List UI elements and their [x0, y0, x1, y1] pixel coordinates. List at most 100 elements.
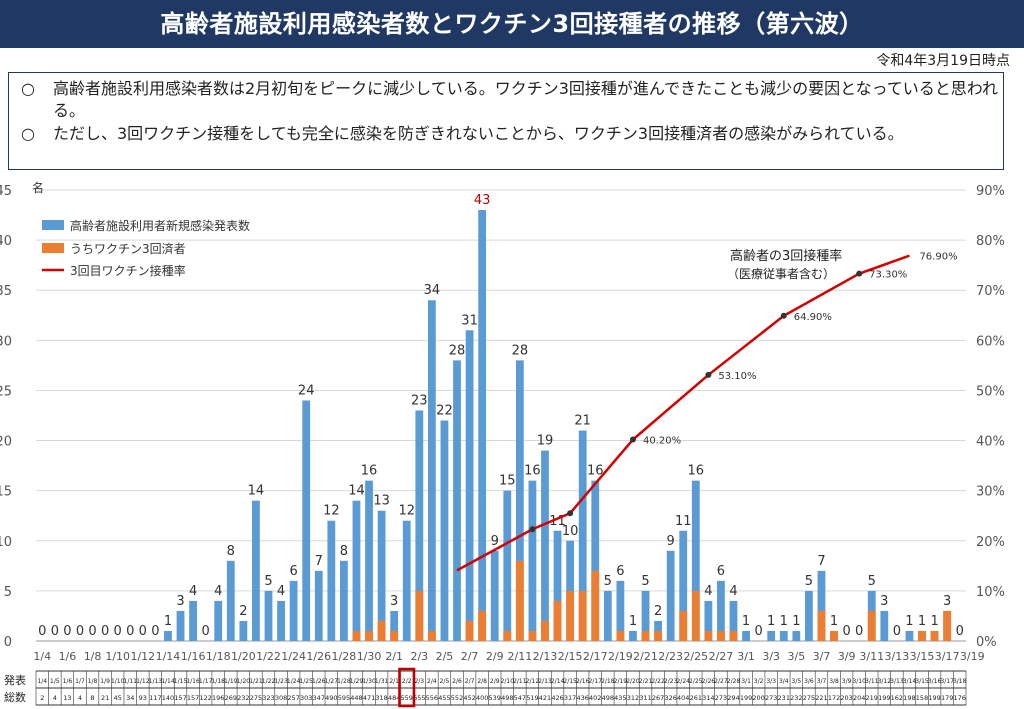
rate-line	[456, 254, 910, 572]
bar-value-label: 1	[792, 614, 800, 629]
table-date-cell: 1/31	[375, 678, 389, 685]
bar-value-label: 3	[880, 594, 888, 609]
bar-value-label: 23	[411, 393, 428, 408]
bar-vaccinated	[553, 600, 562, 641]
bar-value-label: 43	[474, 193, 491, 208]
rate-point	[856, 270, 863, 277]
table-date-cell: 2/20	[626, 678, 640, 685]
table-date-cell: 2/6	[452, 678, 462, 685]
bar-total	[440, 420, 449, 641]
table-total-cell: 267	[652, 694, 664, 702]
bar-value-label: 0	[893, 624, 901, 639]
table-total-cell: 323	[262, 694, 274, 702]
bar-total	[578, 430, 587, 641]
rate-label: 64.90%	[794, 312, 832, 323]
date-note: 令和4年3月19日時点	[876, 53, 1010, 69]
bar-total	[327, 520, 336, 641]
table-date-cell: 1/10	[111, 678, 125, 685]
bar-total	[603, 590, 612, 641]
table-total-cell: 311	[639, 694, 651, 702]
bar-value-label: 0	[88, 624, 96, 639]
bar-total	[365, 480, 373, 641]
table-date-cell: 3/12	[878, 678, 892, 685]
table-total-cell: 655	[413, 694, 425, 702]
bar-value-label: 31	[461, 313, 478, 328]
bar-value-label: 0	[76, 624, 84, 639]
y-tick-label: 45	[0, 184, 12, 199]
bar-total	[779, 630, 788, 641]
x-tick-label: 1/4	[33, 650, 51, 663]
y-tick-label: 20	[0, 435, 12, 450]
table-date-cell: 3/10	[852, 678, 866, 685]
x-tick-label: 1/14	[156, 650, 181, 663]
bar-total	[691, 480, 700, 641]
table-date-cell: 1/15	[174, 678, 188, 685]
bar-total	[729, 600, 738, 641]
table-total-cell: 34	[126, 694, 134, 702]
legend-swatch	[42, 220, 64, 230]
table-date-cell: 2/19	[614, 678, 628, 685]
table-total-cell: 162	[891, 694, 903, 702]
y-tick-label: 35	[0, 284, 12, 299]
y2-tick-label: 60%	[976, 334, 1005, 349]
y2-tick-label: 10%	[976, 585, 1005, 600]
table-total-cell: 45	[114, 694, 122, 702]
table-date-cell: 1/9	[100, 678, 110, 685]
y-tick-label: 40	[0, 234, 12, 249]
bar-vaccinated	[478, 610, 487, 641]
note-1-text: 高齢者施設利用感染者数は2月初旬をピークに減少している。ワクチン3回接種が進んで…	[53, 79, 999, 120]
bar-total	[805, 590, 813, 641]
bar-value-label: 0	[855, 624, 863, 639]
table-total-cell: 4	[78, 694, 82, 702]
rate-point	[529, 526, 536, 533]
bar-total	[189, 600, 197, 641]
bar-total	[641, 590, 650, 641]
bar-value-label: 1	[164, 614, 172, 629]
bar-value-label: 0	[956, 624, 964, 639]
bar-value-label: 1	[780, 614, 788, 629]
bar-total	[616, 580, 625, 641]
bar-value-label: 2	[239, 604, 247, 619]
x-tick-label: 3/19	[960, 650, 985, 663]
table-total-cell: 8	[90, 694, 94, 702]
bar-value-label: 0	[126, 624, 134, 639]
table-total-cell: 203	[840, 694, 852, 702]
bar-total	[880, 610, 889, 641]
bar-value-label: 5	[868, 574, 876, 589]
table-total-cell: 273	[765, 694, 777, 702]
table-date-cell: 2/16	[576, 678, 590, 685]
bar-vaccinated	[591, 570, 600, 641]
table-total-cell: 559	[401, 694, 413, 702]
bar-total	[415, 410, 424, 641]
table-total-cell: 326	[664, 694, 676, 702]
table-total-cell: 221	[815, 694, 827, 702]
bar-value-label: 1	[930, 614, 938, 629]
table-date-cell: 1/21	[249, 678, 263, 685]
bar-total	[390, 610, 399, 641]
x-tick-label: 1/26	[306, 650, 331, 663]
x-tick-label: 1/30	[357, 650, 382, 663]
table-date-cell: 2/5	[440, 678, 450, 685]
table-total-cell: 4	[53, 694, 57, 702]
bar-value-label: 12	[398, 504, 415, 519]
table-total-cell: 519	[526, 694, 538, 702]
bar-value-label: 19	[537, 434, 554, 449]
rate-point	[567, 510, 574, 517]
bar-value-label: 0	[202, 624, 210, 639]
table-date-cell: 2/8	[477, 678, 487, 685]
bar-value-label: 2	[654, 604, 662, 619]
table-total-cell: 317	[564, 694, 576, 702]
table-total-cell: 172	[828, 694, 840, 702]
table-total-cell: 471	[363, 694, 375, 702]
bar-total	[541, 450, 549, 641]
table-date-cell: 2/10	[501, 678, 515, 685]
table-total-cell: 484	[388, 694, 400, 702]
bar-total	[767, 630, 776, 641]
bar-vaccinated	[691, 590, 700, 641]
bar-total	[679, 530, 688, 641]
bar-vaccinated	[352, 630, 361, 641]
table-date-cell: 1/14	[161, 678, 175, 685]
bar-value-label: 8	[340, 544, 348, 559]
bar-total	[314, 570, 323, 641]
table-date-cell: 2/26	[702, 678, 716, 685]
